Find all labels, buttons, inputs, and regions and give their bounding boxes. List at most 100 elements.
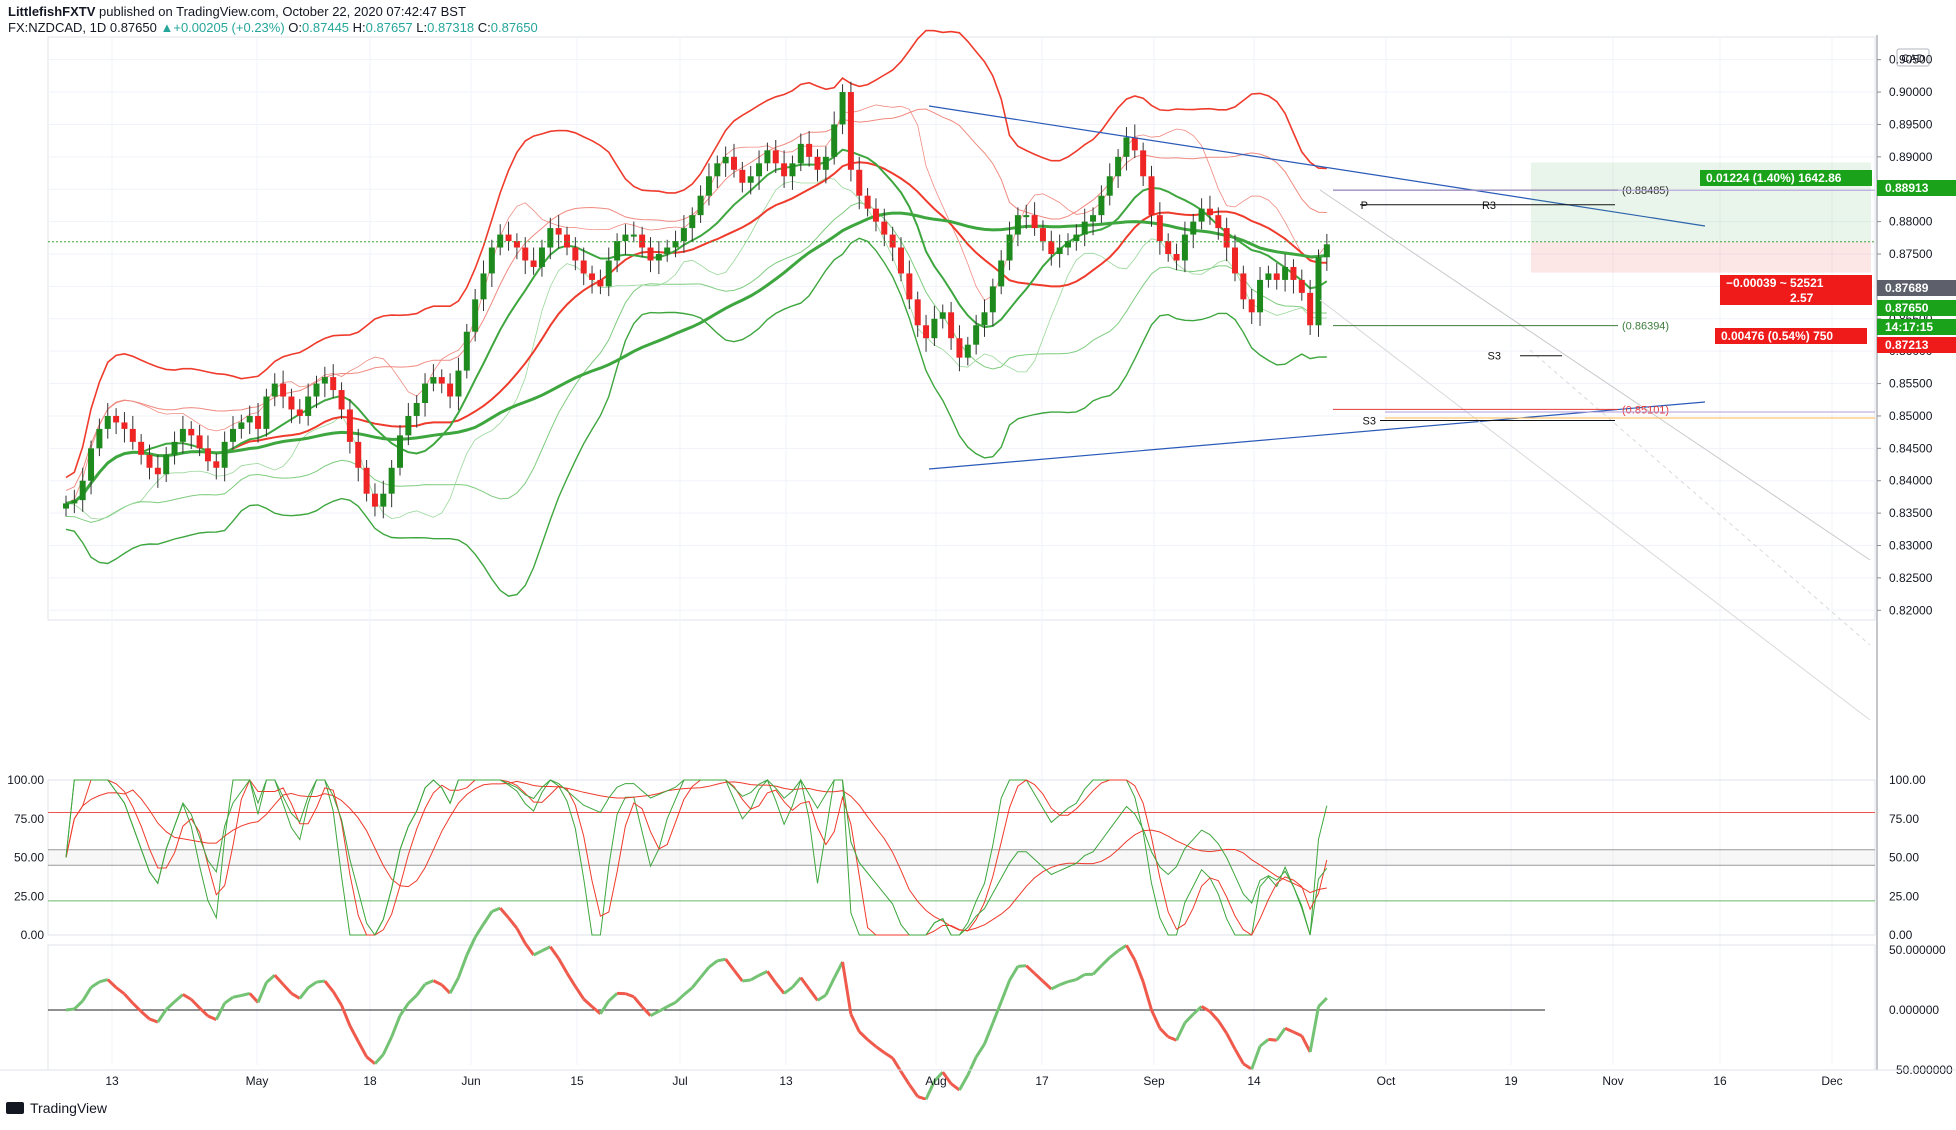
- candle-up: [939, 312, 946, 319]
- time-tick-label: 14: [1247, 1074, 1261, 1088]
- symbol-line: FX:NZDCAD, 1D 0.87650 ▲+0.00205 (+0.23%)…: [8, 20, 538, 36]
- channel-line-1: [1319, 189, 1871, 561]
- candle-down: [154, 467, 161, 475]
- candle-up: [655, 254, 662, 261]
- candle-up: [1056, 247, 1063, 255]
- candle-down: [1223, 228, 1230, 248]
- candle-down: [1290, 266, 1297, 280]
- osc-segment: [849, 1013, 861, 1033]
- candle-up: [405, 415, 412, 436]
- candle-up: [764, 150, 771, 164]
- osc-segment: [473, 923, 485, 939]
- candle-down: [296, 409, 303, 416]
- candle-down: [447, 383, 454, 397]
- osc-segment: [666, 1001, 677, 1008]
- osc-segment: [1017, 964, 1027, 968]
- price-tick-label: 0.89000: [1889, 150, 1933, 164]
- osc-segment: [131, 1002, 143, 1013]
- candle-up: [605, 260, 612, 287]
- axis-background: [1877, 35, 1956, 1100]
- time-tick-label: 16: [1713, 1074, 1727, 1088]
- candle-down: [505, 234, 512, 242]
- price-label-box: [1877, 319, 1956, 335]
- candle-down: [1156, 215, 1163, 242]
- candle-up: [630, 234, 637, 237]
- osc-segment: [699, 966, 711, 979]
- candle-down: [806, 143, 813, 157]
- osc-segment: [691, 976, 702, 989]
- osc-segment: [1317, 996, 1328, 1008]
- candle-up: [246, 415, 253, 423]
- osc-segment: [1125, 944, 1137, 961]
- osc-segment: [875, 1045, 886, 1054]
- candle-up: [271, 383, 278, 397]
- drawings: (0.88485) R3 P (0.86394) S3 (0.85101) S3: [48, 105, 1875, 721]
- osc-segment: [148, 1017, 159, 1024]
- candle-down: [948, 312, 955, 339]
- candle-up: [413, 402, 420, 416]
- osc-segment: [883, 1051, 894, 1060]
- candle-up: [1065, 241, 1071, 248]
- osc-segment: [465, 936, 477, 956]
- osc-segment: [941, 1071, 953, 1085]
- osc-segment: [1242, 1062, 1253, 1071]
- price-tick-label: 0.87500: [1889, 247, 1933, 261]
- candle-up: [422, 383, 429, 403]
- osc-segment: [791, 976, 802, 989]
- candle-up: [1106, 176, 1113, 196]
- candle-down: [1215, 215, 1222, 229]
- symbol: FX:NZDCAD, 1D: [8, 20, 107, 35]
- candle-up: [230, 428, 236, 442]
- close-value: 0.87650: [490, 20, 538, 35]
- price-label-box: [1720, 275, 1872, 291]
- price-label-box-2: [1720, 289, 1872, 305]
- candle-up: [538, 247, 545, 267]
- candle-up: [822, 156, 829, 170]
- osc-segment: [190, 998, 201, 1009]
- time-tick-label: Jun: [461, 1074, 480, 1088]
- osc-segment: [841, 961, 853, 1015]
- osc-segment: [81, 986, 93, 1002]
- candle-down: [956, 338, 963, 358]
- osc-segment: [891, 1057, 903, 1073]
- upper-trendline: [928, 105, 1706, 227]
- candle-up: [1123, 137, 1130, 157]
- time-tick-label: 17: [1035, 1074, 1049, 1088]
- osc-segment: [717, 957, 726, 963]
- candle-up: [1014, 215, 1021, 235]
- close-label: C:: [477, 20, 491, 35]
- osc-segment: [1075, 973, 1086, 981]
- candle-down: [739, 169, 746, 183]
- osc-segment: [1308, 1006, 1320, 1053]
- osc-segment: [198, 1006, 209, 1018]
- candle-down: [781, 163, 788, 177]
- candle-up: [1198, 208, 1205, 222]
- osc-segment: [799, 976, 811, 990]
- candle-up: [263, 396, 270, 429]
- osc-segment: [207, 1014, 217, 1021]
- candle-down: [881, 221, 888, 235]
- osc-segment: [524, 942, 535, 956]
- candle-down: [138, 441, 145, 455]
- price-label-text: −0.00039 ~ 52521: [1726, 276, 1824, 290]
- price-label-box: [1877, 337, 1956, 353]
- osc-segment: [766, 970, 777, 984]
- price-pane-border: [47, 36, 1876, 621]
- time-tick-label: Jul: [672, 1074, 687, 1088]
- candle-down: [188, 428, 195, 436]
- candle-down: [906, 273, 913, 300]
- candle-up: [1006, 234, 1013, 261]
- osc-segment: [90, 980, 101, 989]
- candle-up: [831, 124, 838, 157]
- price-chart[interactable]: (0.88485)R3P(0.86394)S3(0.85101)S3 CAD0.…: [0, 0, 1956, 1100]
- candle-down: [847, 92, 854, 170]
- osc-segment: [732, 969, 744, 982]
- candle-down: [1148, 176, 1155, 216]
- osc-segment: [632, 995, 644, 1008]
- osc-segment: [1259, 1038, 1270, 1048]
- candle-down: [639, 234, 646, 248]
- stoch-tick-right: 0.00: [1889, 928, 1913, 942]
- osc-segment: [807, 988, 819, 1002]
- osc-segment: [240, 991, 251, 997]
- osc-segment: [398, 1002, 410, 1017]
